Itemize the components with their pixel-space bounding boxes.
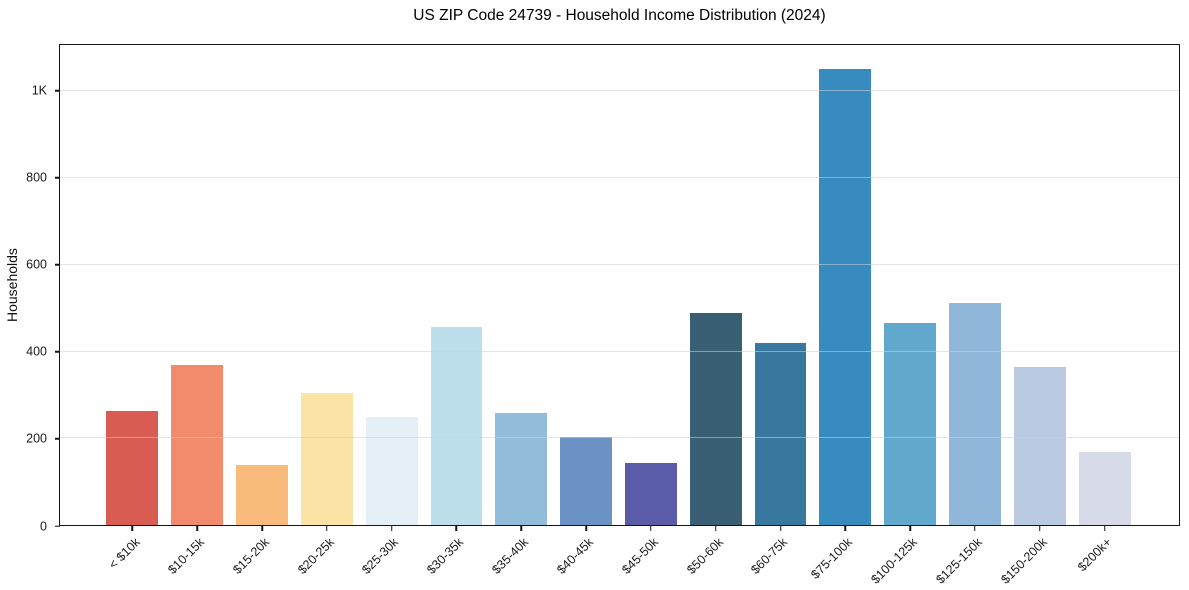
x-tick-mark (520, 526, 523, 531)
x-tick-mark (326, 526, 328, 531)
bar-$15-20k (236, 465, 288, 525)
y-tick-mark (55, 89, 60, 92)
bar-slot: $20-25k (294, 45, 359, 577)
bar-slot: $45-50k (619, 45, 684, 577)
x-tick-label: $45-50k (618, 535, 661, 577)
bar-$10-15k (171, 364, 224, 525)
x-tick-mark (909, 526, 911, 531)
x-tick-label: $10-15k (165, 535, 208, 577)
bar-$30-35k (430, 326, 483, 525)
bar-$75-100k (819, 69, 872, 525)
x-tick-mark (650, 526, 652, 531)
x-tick-label: $60-75k (748, 535, 791, 577)
bar-slot: $25-30k (359, 45, 424, 577)
x-tick-mark (261, 526, 263, 531)
x-tick-mark (1103, 526, 1106, 531)
bar-slot: $75-100k (808, 45, 878, 582)
x-tick-mark (455, 526, 458, 531)
x-tick-label: $15-20k (230, 535, 272, 577)
bar-< $10k (106, 410, 159, 525)
x-tick-mark (714, 526, 717, 531)
x-tick-label: < $10k (105, 535, 143, 572)
bar-$45-50k (624, 462, 677, 525)
bar-slot: $15-20k (230, 45, 295, 577)
bar-$100-125k (884, 323, 937, 525)
x-tick-mark (844, 526, 847, 531)
x-tick-label: $75-100k (808, 535, 856, 582)
bar-$35-40k (495, 412, 548, 525)
x-tick-mark (974, 526, 976, 531)
bar-slot: $60-75k (748, 45, 813, 577)
y-axis: 0 200 400 600 800 1K (0, 44, 60, 532)
bar-$25-30k (365, 417, 418, 525)
x-tick-label: $100-125k (868, 535, 921, 587)
bar-$125-150k (949, 302, 1001, 525)
bar-slot: $30-35k (424, 45, 489, 577)
x-tick-label: $125-150k (933, 535, 985, 587)
bar-slot: $40-45k (554, 45, 619, 577)
x-tick-label: $35-40k (489, 535, 532, 577)
bar-slot: $10-15k (165, 45, 230, 577)
x-tick-label: $20-25k (294, 535, 337, 577)
plot-area: < $10k $10-15k $15-20k $20-25k $25-30k $30-35… (59, 44, 1180, 587)
y-tick-mark (55, 176, 60, 179)
y-tick-label: 1K (31, 83, 47, 98)
x-tick-label: $50-60k (683, 535, 726, 577)
bar-$150-200k (1013, 367, 1066, 525)
chart-title: US ZIP Code 24739 - Household Income Dis… (413, 7, 826, 24)
y-tick-label: 400 (26, 344, 47, 359)
x-tick-label: $200k+ (1075, 535, 1115, 575)
bar-$40-45k (560, 437, 613, 525)
y-tick-label: 800 (26, 170, 47, 185)
y-tick-mark (55, 351, 60, 353)
bar-$60-75k (754, 343, 807, 525)
y-tick-mark (55, 525, 60, 527)
x-tick-label: $25-30k (359, 535, 402, 577)
y-tick-label: 600 (26, 257, 47, 272)
x-tick-label: $150-200k (998, 535, 1050, 587)
x-tick-mark (131, 526, 134, 531)
bar-slot: $35-40k (489, 45, 554, 577)
x-tick-mark (1039, 526, 1041, 531)
x-tick-mark (390, 526, 393, 531)
bar-slot: $50-60k (683, 45, 748, 577)
y-tick-mark (55, 438, 60, 440)
x-tick-mark (779, 526, 782, 531)
bar-slot: $100-125k (868, 45, 943, 587)
x-tick-mark (585, 526, 587, 531)
bar-$200k+ (1078, 451, 1131, 525)
bar-slot: $125-150k (933, 45, 1008, 587)
bars-container: < $10k $10-15k $15-20k $20-25k $25-30k $30-35… (60, 45, 1179, 587)
y-tick-label: 0 (40, 518, 47, 533)
bar-slot: $150-200k (998, 45, 1072, 587)
bar-slot: $200k+ (1072, 45, 1137, 574)
x-tick-mark (196, 526, 198, 531)
x-tick-label: $30-35k (424, 535, 467, 577)
x-tick-label: $40-45k (554, 535, 596, 577)
y-tick-mark (55, 264, 60, 266)
bar-$20-25k (300, 392, 353, 525)
bar-slot: < $10k (100, 45, 165, 572)
bar-$50-60k (689, 313, 742, 525)
y-tick-label: 200 (26, 431, 47, 446)
